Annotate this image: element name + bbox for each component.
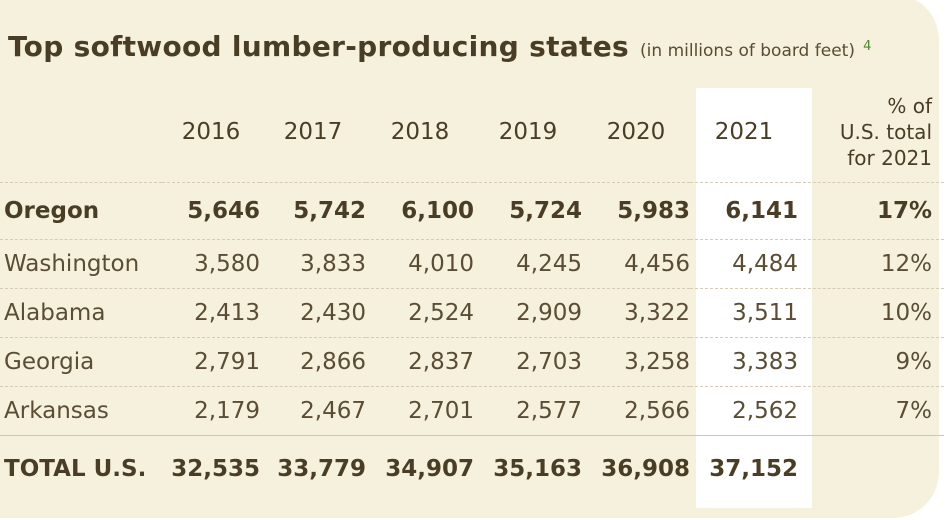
total-row: TOTAL U.S. 32,535 33,779 34,907 35,163 3… [0,435,944,502]
table-cell: 2,866 [260,337,366,387]
table-cell: 2,179 [162,386,260,436]
state-name: Oregon [0,182,162,240]
pct-cell: 12% [798,239,944,289]
total-cell: 33,779 [260,435,366,502]
footnote-marker[interactable]: 4 [863,38,872,54]
total-pct-cell [798,435,944,502]
table-cell: 3,511 [690,288,798,338]
header-pct-line: % of [887,94,932,118]
table-cell: 2,701 [366,386,474,436]
table-row: Arkansas 2,179 2,467 2,701 2,577 2,566 2… [0,386,944,436]
table-cell: 2,566 [582,386,690,436]
table-cell: 2,837 [366,337,474,387]
table-row: Georgia 2,791 2,866 2,837 2,703 3,258 3,… [0,337,944,387]
header-year: 2019 [474,82,582,183]
table-row: Washington 3,580 3,833 4,010 4,245 4,456… [0,239,944,289]
title-row: Top softwood lumber-producing states (in… [8,30,871,63]
table-cell: 2,430 [260,288,366,338]
table-row: Alabama 2,413 2,430 2,524 2,909 3,322 3,… [0,288,944,338]
header-year: 2018 [366,82,474,183]
table-cell: 5,646 [162,182,260,240]
pct-cell: 7% [798,386,944,436]
table-cell: 2,413 [162,288,260,338]
table-cell: 2,467 [260,386,366,436]
table-cell: 3,322 [582,288,690,338]
header-pct-line: for 2021 [847,146,932,170]
table-cell: 2,524 [366,288,474,338]
table-cell: 3,580 [162,239,260,289]
header-row: 2016 2017 2018 2019 2020 2021 % of U.S. … [0,82,944,183]
table-cell: 3,833 [260,239,366,289]
state-name: Washington [0,239,162,289]
table-cell: 3,258 [582,337,690,387]
table-title: Top softwood lumber-producing states [8,30,629,63]
table-cell: 2,909 [474,288,582,338]
header-year: 2017 [260,82,366,183]
total-cell: 32,535 [162,435,260,502]
table-cell: 2,562 [690,386,798,436]
table-cell: 4,456 [582,239,690,289]
total-cell: 36,908 [582,435,690,502]
table-cell: 4,484 [690,239,798,289]
total-label: TOTAL U.S. [0,435,162,502]
total-cell: 35,163 [474,435,582,502]
state-name: Arkansas [0,386,162,436]
table-cell: 4,245 [474,239,582,289]
table-cell: 2,703 [474,337,582,387]
table-cell: 6,141 [690,182,798,240]
pct-cell: 9% [798,337,944,387]
table-cell: 4,010 [366,239,474,289]
table-row: Oregon 5,646 5,742 6,100 5,724 5,983 6,1… [0,182,944,240]
table-cell: 5,983 [582,182,690,240]
total-cell: 37,152 [690,435,798,502]
header-year-2021: 2021 [690,82,798,183]
header-pct: % of U.S. total for 2021 [798,82,944,183]
table-cell: 2,577 [474,386,582,436]
header-year: 2020 [582,82,690,183]
table-cell: 5,742 [260,182,366,240]
state-name: Georgia [0,337,162,387]
table-subtitle: (in millions of board feet) [640,41,855,61]
pct-cell: 10% [798,288,944,338]
header-state [0,82,162,183]
table-cell: 5,724 [474,182,582,240]
header-year: 2016 [162,82,260,183]
pct-cell: 17% [798,182,944,240]
header-pct-line: U.S. total [839,120,932,144]
table-cell: 6,100 [366,182,474,240]
total-cell: 34,907 [366,435,474,502]
state-name: Alabama [0,288,162,338]
table-cell: 2,791 [162,337,260,387]
table-cell: 3,383 [690,337,798,387]
lumber-table: 2016 2017 2018 2019 2020 2021 % of U.S. … [0,82,944,502]
